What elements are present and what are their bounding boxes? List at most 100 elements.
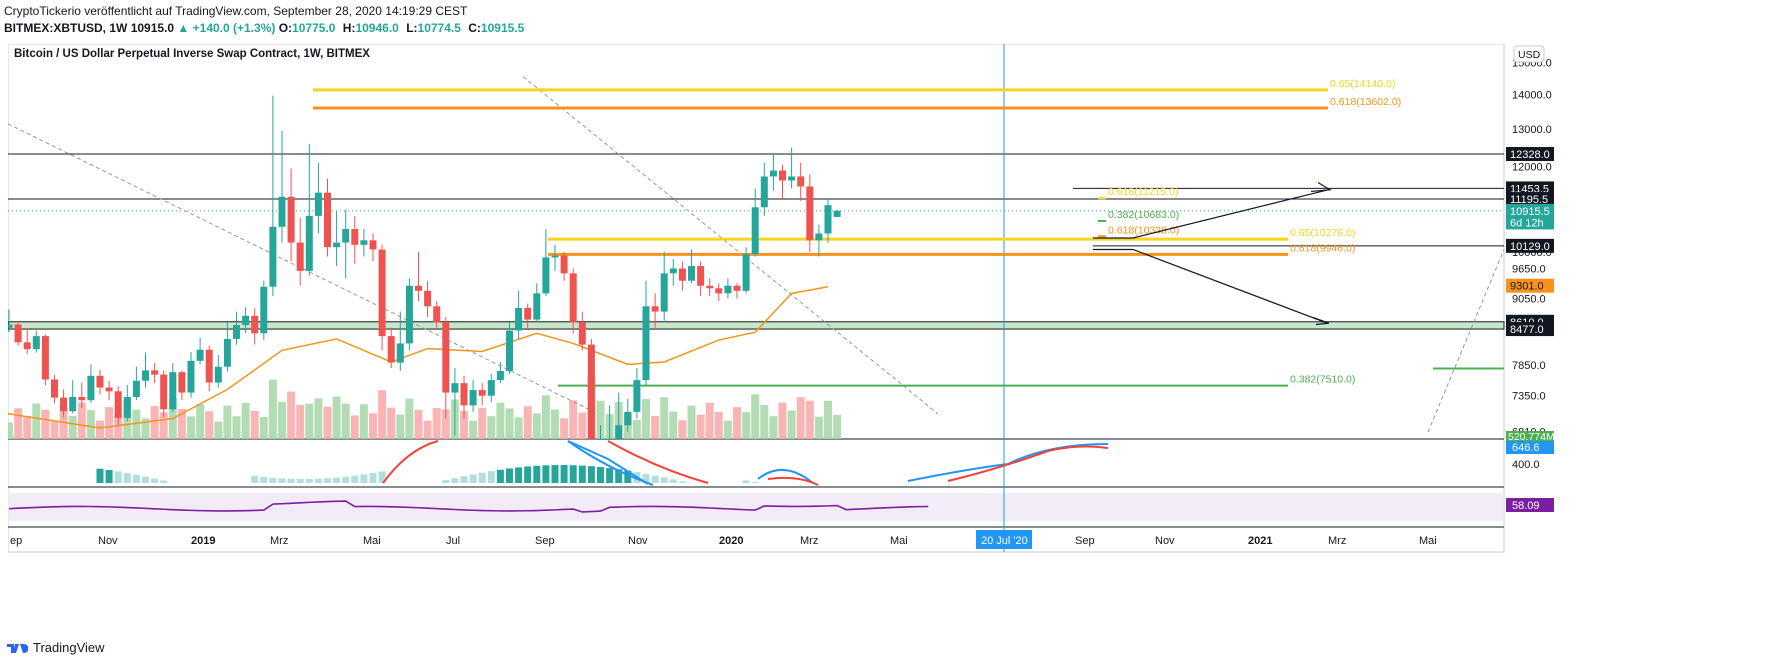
macd-histogram-bar [542,465,550,483]
publisher-line: CryptoTickerio veröffentlicht auf Tradin… [4,4,468,18]
volume-bar [787,410,796,439]
candle-body [660,273,668,312]
x-axis-tick-label: Nov [98,535,118,547]
price-chart[interactable]: Bitcoin / US Dollar Perpetual Inverse Sw… [0,43,1774,634]
volume-bar [569,400,578,439]
candle-body [742,254,750,291]
macd-histogram-bar [96,468,104,483]
macd-histogram-bar [105,469,113,483]
volume-bar [341,403,350,439]
volume-bar [268,379,277,439]
x-axis-tick-label: Mai [1419,535,1437,547]
volume-bar [805,400,814,439]
volume-bar [305,403,314,439]
x-axis-tick-label: Sep [1075,535,1095,547]
candle-body [5,324,13,328]
candle-body [105,387,113,392]
candle-body [269,226,277,287]
low-label: L: [406,21,418,35]
y-axis-tick-label: 7350.0 [1512,391,1546,403]
volume-bar [541,395,550,439]
volume-bar [77,402,86,439]
volume-bar [214,421,223,439]
macd-histogram-bar [369,472,377,483]
candle-body [342,229,350,243]
macd-histogram-bar [651,475,659,483]
chart-title: Bitcoin / US Dollar Perpetual Inverse Sw… [14,48,370,60]
macd-signal-line [567,440,649,485]
price-marker [1506,322,1554,337]
macd-histogram-bar [114,471,122,483]
macd-histogram-bar [151,478,159,483]
price-marker-label: 10915.5 [1510,206,1550,218]
close-label: C: [468,21,481,35]
macd-histogram-bar [342,476,350,483]
volume-bar [560,418,569,439]
volume-bar [41,409,50,439]
macd-histogram-bar [260,476,268,483]
volume-bar [478,407,487,439]
candle-body [41,336,49,380]
candle-body [132,380,140,397]
volume-bar [714,411,723,439]
candle-body [824,205,832,234]
volume-bar [332,396,341,439]
price-marker [1506,192,1554,207]
candle-body [688,266,695,281]
volume-bar [432,407,441,439]
x-axis-tick-label: Jul [446,535,460,547]
volume-bar [642,399,650,439]
close-value: 10915.5 [480,21,525,35]
volume-bar [414,409,423,439]
candle-body [433,306,441,323]
volume-bar [259,417,268,439]
y-axis-tick-label: 9050.0 [1512,293,1546,305]
candle-body [697,266,705,286]
volume-bar [177,409,186,439]
candle-body [278,196,286,227]
fib-level-label: 0.618(10338.0) [1108,224,1179,236]
trendline [7,123,599,415]
macd-histogram-bar [314,478,322,483]
candle-body [169,372,177,410]
high-label: H: [342,21,356,35]
tradingview-brand[interactable]: TradingView [6,640,105,655]
tradingview-logo-icon [7,643,28,653]
candle-body [806,186,814,241]
price-marker [1506,147,1554,162]
price-marker [1506,238,1554,253]
candle-body [23,342,31,350]
candle-body [360,240,368,245]
volume-bar [824,400,832,439]
arrowhead-icon [1312,316,1330,326]
volume-bar [496,402,505,439]
candle-body [424,290,432,307]
y-axis-tick-label: 12000.0 [1512,162,1552,174]
currency-badge [1513,45,1545,63]
macd-histogram-bar [333,477,341,483]
candle-body [142,370,149,381]
candle-body [333,242,341,248]
moving-average-line [0,286,829,429]
candle-body [387,336,395,363]
candle-body [624,411,632,426]
fib-level-label: 0.65(14140.0) [1330,78,1395,90]
macd-axis-tick-label: 400.0 [1512,459,1540,471]
symbol-label[interactable]: BITMEX:XBTUSD, 1W [4,21,128,35]
price-change: ▲ +140.0 (+1.3%) [177,21,276,35]
volume-bar [778,402,787,439]
chart-area[interactable]: Bitcoin / US Dollar Perpetual Inverse Sw… [0,43,1774,634]
x-axis-tick-label: Nov [628,535,648,547]
candle-body [114,391,122,418]
volume-bar [5,422,13,439]
macd-histogram-bar [142,476,149,483]
macd-histogram-bar [160,480,168,483]
price-marker [1506,181,1554,196]
candle-body [533,293,541,320]
macd-histogram-bar [515,467,523,483]
macd-histogram-bar [287,478,295,483]
candle-body [60,397,68,412]
x-axis-tick-label: Sep [535,535,555,547]
candle-body [451,383,459,393]
volume-bar [723,420,732,439]
